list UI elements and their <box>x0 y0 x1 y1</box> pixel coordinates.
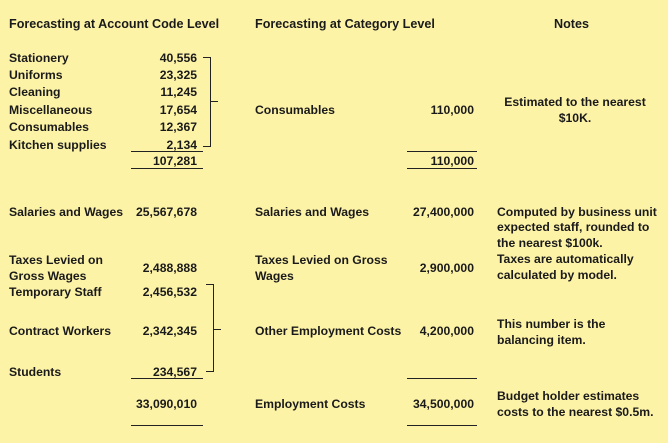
account-value-stationery: 40,556 <box>159 51 197 65</box>
category-subtotal-rule <box>407 151 477 152</box>
account-value-temporary-staff: 2,456,532 <box>142 285 197 299</box>
category-value-other-employment: 4,200,000 <box>419 324 474 338</box>
account-label-cleaning: Cleaning <box>9 85 61 99</box>
category-value-consumables: 110,000 <box>430 103 474 117</box>
subtotal-rule <box>131 151 203 152</box>
category-label-consumables: Consumables <box>255 103 335 117</box>
note-taxes-line1: Taxes are automatically <box>497 252 634 266</box>
other-employment-bracket <box>206 284 214 372</box>
category-label-employment: Employment Costs <box>255 397 366 411</box>
account-value-consumables: 12,367 <box>159 120 197 134</box>
note-other-employment-line1: This number is the <box>497 317 606 331</box>
account-value-cleaning: 11,245 <box>160 85 197 99</box>
account-label-contract-workers: Contract Workers <box>9 324 112 338</box>
total-rule <box>131 168 203 169</box>
account-label-taxes-line2: Gross Wages <box>9 269 87 283</box>
note-salaries-line2: expected staff, rounded to <box>497 220 650 234</box>
account-value-contract-workers: 2,342,345 <box>142 324 197 338</box>
category-value-taxes: 2,900,000 <box>419 261 474 275</box>
account-value-salaries: 25,567,678 <box>136 205 197 219</box>
note-consumables-line1: Estimated to the nearest <box>504 95 646 109</box>
other-employment-bracket-tick <box>214 329 221 330</box>
account-label-temporary-staff: Temporary Staff <box>9 285 102 299</box>
employment-subtotal-rule <box>131 378 203 379</box>
account-value-uniforms: 23,325 <box>159 68 197 82</box>
note-salaries-line3: the nearest $100k. <box>497 236 603 250</box>
consumables-bracket <box>203 57 211 147</box>
category-label-taxes-line2: Wages <box>255 269 294 283</box>
account-label-students: Students <box>9 365 62 379</box>
account-label-consumables: Consumables <box>9 120 89 134</box>
header-notes: Notes <box>554 17 589 31</box>
account-label-salaries: Salaries and Wages <box>9 205 124 219</box>
category-value-salaries: 27,400,000 <box>413 205 474 219</box>
employment-category-subtotal-rule <box>407 378 477 379</box>
note-employment-line2: costs to the nearest $0.5m. <box>497 405 654 419</box>
category-total-rule <box>407 168 477 169</box>
note-other-employment-line2: balancing item. <box>497 333 586 347</box>
account-label-taxes-line1: Taxes Levied on <box>9 253 103 267</box>
account-value-kitchen-supplies: 2,134 <box>166 138 198 152</box>
consumables-account-total: 107,281 <box>152 154 197 168</box>
category-label-taxes-line1: Taxes Levied on Gross <box>255 253 388 267</box>
category-label-salaries: Salaries and Wages <box>255 205 370 219</box>
account-label-uniforms: Uniforms <box>9 68 63 82</box>
consumables-bracket-tick <box>211 101 218 102</box>
account-value-students: 234,567 <box>152 365 197 379</box>
account-label-miscellaneous: Miscellaneous <box>9 103 93 117</box>
note-employment-line1: Budget holder estimates <box>497 389 640 403</box>
note-consumables-line2: $10K. <box>558 111 592 125</box>
header-account-level: Forecasting at Account Code Level <box>9 17 220 31</box>
account-label-kitchen-supplies: Kitchen supplies <box>9 138 107 152</box>
header-category-level: Forecasting at Category Level <box>255 17 435 31</box>
category-value-employment: 34,500,000 <box>413 397 474 411</box>
category-label-other-employment: Other Employment Costs <box>255 324 402 338</box>
account-value-miscellaneous: 17,654 <box>159 103 197 117</box>
employment-category-total-rule <box>407 425 477 426</box>
employment-total-rule <box>131 425 203 426</box>
employment-account-total: 33,090,010 <box>136 397 197 411</box>
account-value-taxes: 2,488,888 <box>142 261 197 275</box>
consumables-category-total: 110,000 <box>430 154 474 168</box>
account-label-stationery: Stationery <box>9 51 69 65</box>
note-salaries-line1: Computed by business unit <box>497 205 657 219</box>
note-taxes-line2: calculated by model. <box>497 268 617 282</box>
